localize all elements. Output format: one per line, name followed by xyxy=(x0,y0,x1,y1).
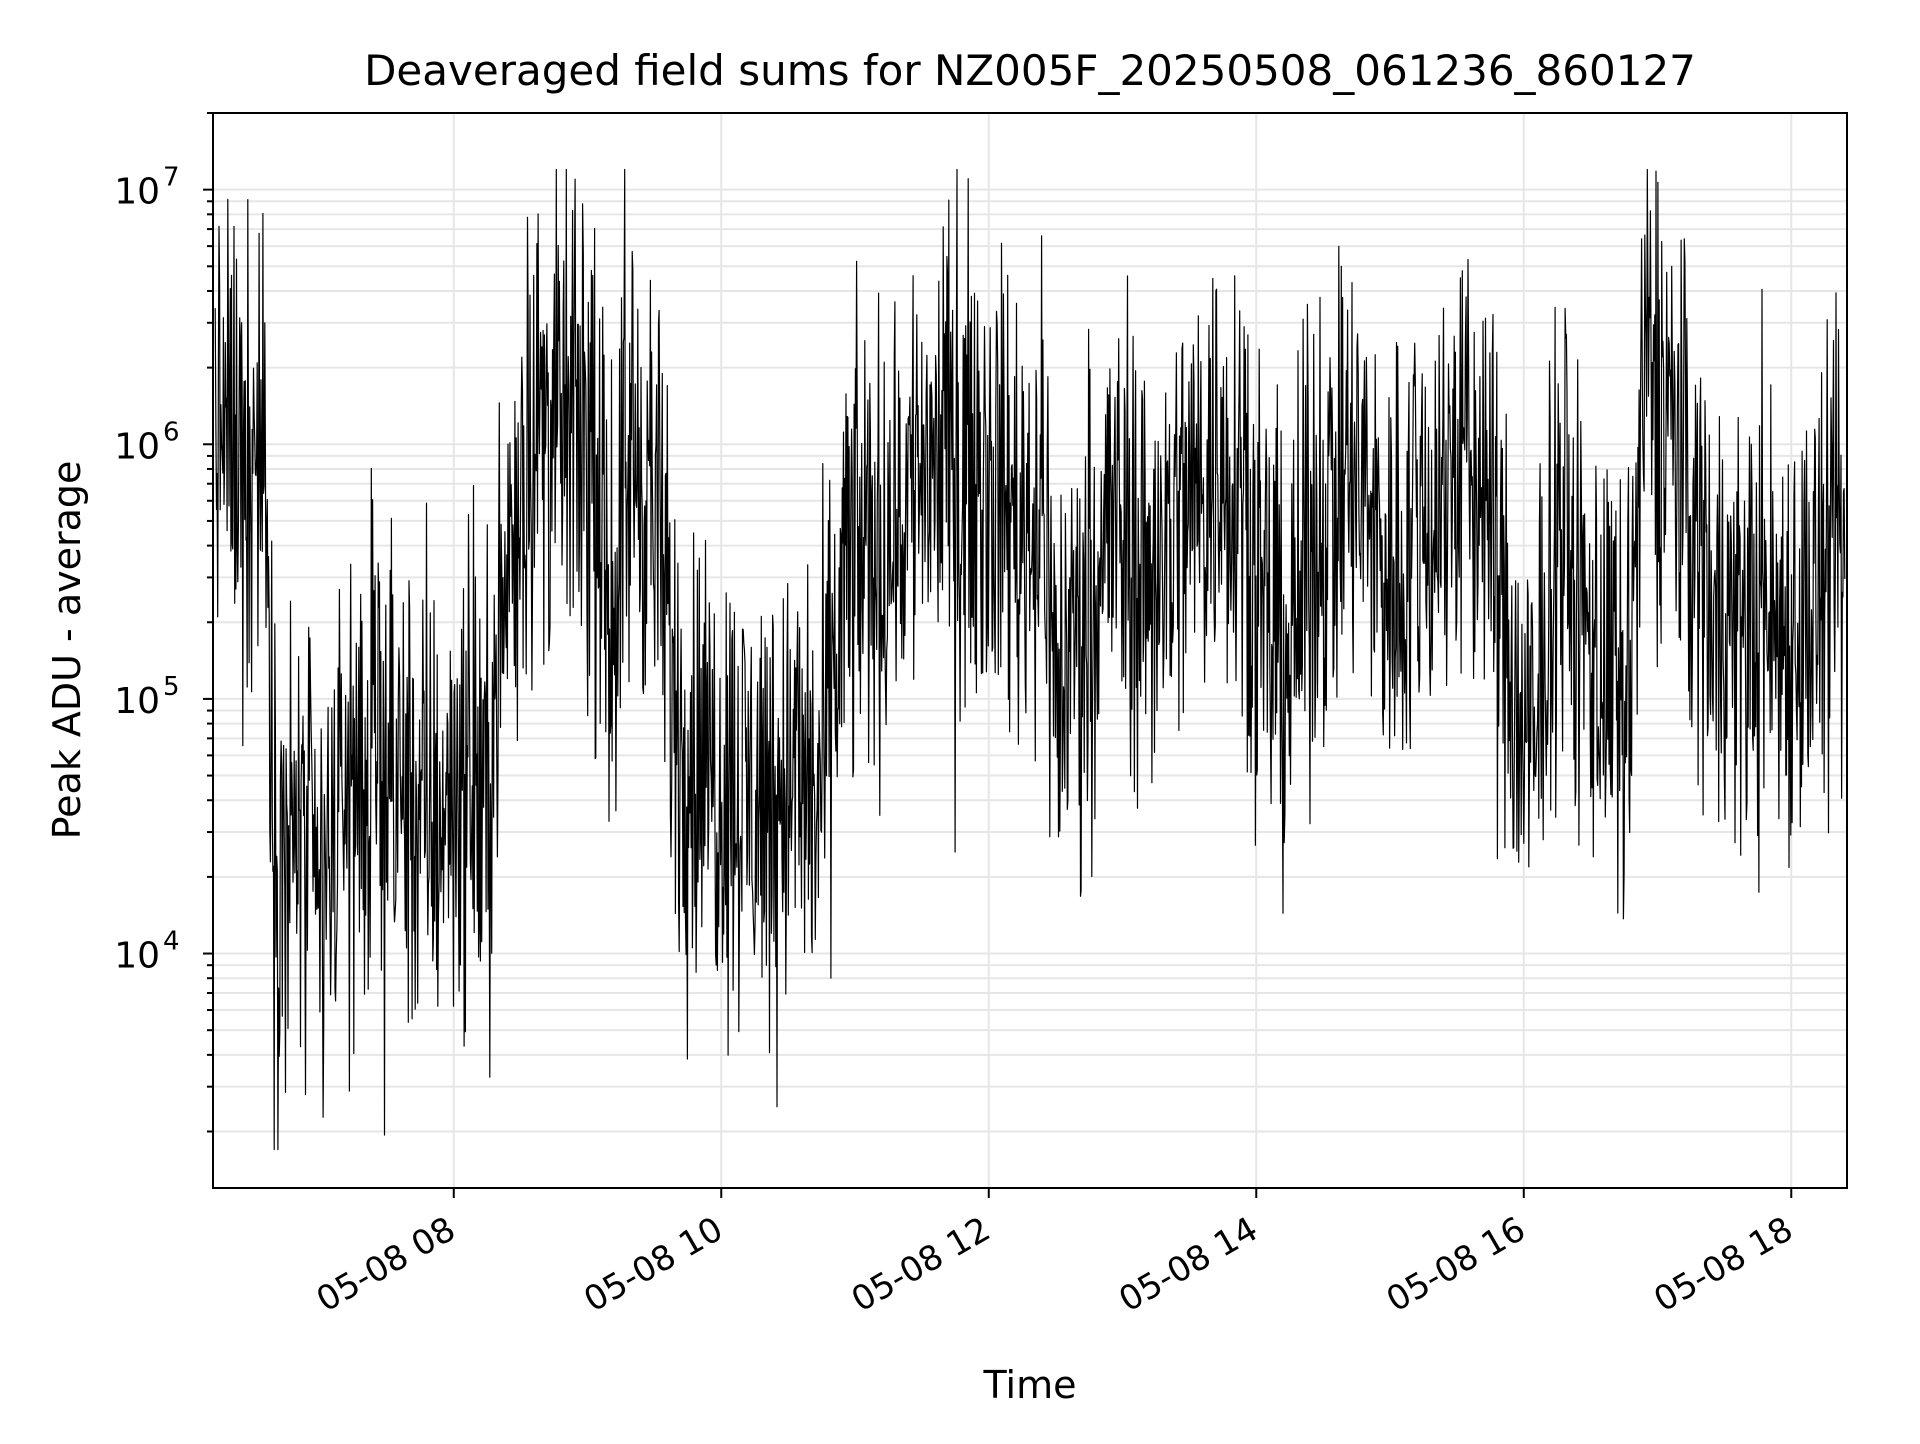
series-layer xyxy=(214,168,1846,1151)
y-axis-label: Peak ADU - average xyxy=(45,461,89,840)
series-line xyxy=(214,168,1846,1151)
y-tick-label: 10 xyxy=(114,681,160,722)
y-tick-label-exponent: 5 xyxy=(163,672,180,702)
y-tick-label-exponent: 6 xyxy=(163,417,180,447)
y-tick-label: 10 xyxy=(114,172,160,213)
x-axis-label: Time xyxy=(983,1363,1077,1407)
plot-frame xyxy=(212,112,1848,1189)
y-tick-label: 10 xyxy=(114,426,160,467)
y-tick-label-exponent: 7 xyxy=(163,163,180,193)
chart-title: Deaveraged field sums for NZ005F_2025050… xyxy=(364,46,1696,95)
y-tick-label-exponent: 4 xyxy=(163,927,180,957)
y-tick-label: 10 xyxy=(114,936,160,977)
